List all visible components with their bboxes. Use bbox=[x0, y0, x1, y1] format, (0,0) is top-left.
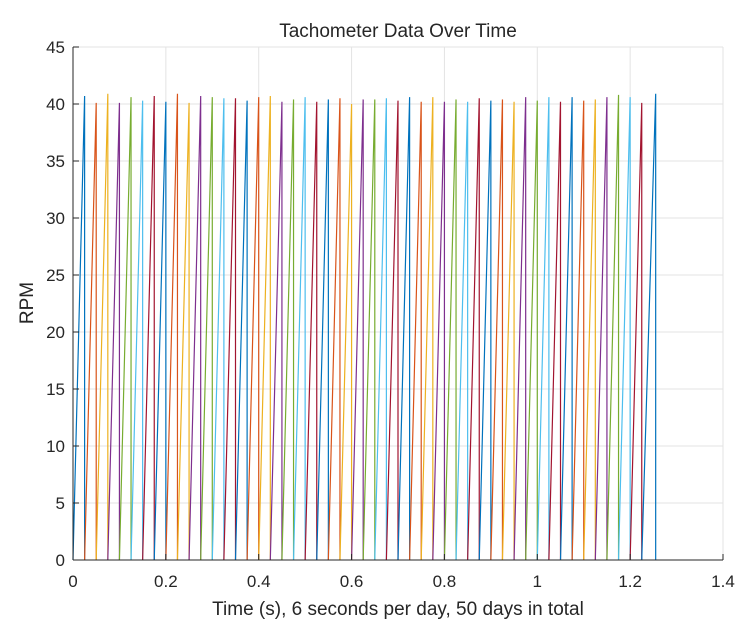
series-line-day-41 bbox=[536, 97, 550, 561]
x-tick-label: 0 bbox=[68, 572, 77, 591]
y-tick-label: 40 bbox=[46, 95, 65, 114]
series-line-day-50 bbox=[641, 93, 657, 561]
series-line-day-25 bbox=[350, 99, 364, 561]
series-line-day-19 bbox=[281, 99, 295, 561]
series-line-day-14 bbox=[223, 98, 237, 561]
y-tick-label: 25 bbox=[46, 266, 65, 285]
x-tick-label: 0.2 bbox=[154, 572, 178, 591]
series-line-day-38 bbox=[501, 101, 515, 561]
series-line-day-48 bbox=[617, 97, 631, 561]
series-line-day-8 bbox=[153, 101, 167, 561]
series-line-day-22 bbox=[316, 99, 329, 561]
series-line-day-26 bbox=[362, 99, 376, 561]
series-line-day-16 bbox=[246, 97, 260, 561]
series-line-day-2 bbox=[84, 102, 97, 561]
series-line-day-44 bbox=[571, 100, 585, 561]
series-line-day-7 bbox=[142, 96, 155, 561]
series-line-day-27 bbox=[374, 98, 387, 561]
x-tick-label: 1.2 bbox=[618, 572, 642, 591]
series-layer bbox=[72, 93, 657, 561]
series-line-day-29 bbox=[397, 97, 411, 561]
x-tick-label: 0.4 bbox=[247, 572, 271, 591]
x-tick-label: 0.6 bbox=[340, 572, 364, 591]
series-line-day-1 bbox=[72, 96, 86, 561]
series-line-day-33 bbox=[443, 99, 457, 561]
series-line-day-32 bbox=[432, 101, 446, 561]
series-line-day-13 bbox=[211, 98, 225, 561]
y-axis-title: RPM bbox=[17, 282, 38, 324]
series-line-day-45 bbox=[583, 99, 596, 561]
y-tick-label: 35 bbox=[46, 152, 65, 171]
series-line-day-39 bbox=[513, 97, 527, 561]
series-line-day-34 bbox=[455, 101, 469, 561]
series-line-day-36 bbox=[478, 100, 492, 561]
chart-title: Tachometer Data Over Time bbox=[279, 21, 517, 42]
axes-layer bbox=[72, 46, 724, 561]
y-tick-label: 10 bbox=[46, 437, 65, 456]
series-line-day-37 bbox=[490, 99, 504, 561]
x-tick-label: 1 bbox=[533, 572, 542, 591]
x-axis-title: Time (s), 6 seconds per day, 50 days in … bbox=[212, 599, 584, 620]
y-tick-label: 0 bbox=[56, 551, 65, 570]
series-line-day-15 bbox=[234, 100, 248, 561]
series-line-day-12 bbox=[200, 97, 213, 561]
series-line-day-31 bbox=[420, 97, 434, 561]
y-tick-label: 15 bbox=[46, 380, 65, 399]
series-line-day-35 bbox=[467, 98, 480, 561]
series-line-day-23 bbox=[327, 98, 341, 561]
y-tick-label: 5 bbox=[56, 494, 65, 513]
series-line-day-10 bbox=[176, 102, 190, 561]
series-line-day-30 bbox=[409, 101, 422, 561]
series-line-day-17 bbox=[258, 96, 271, 561]
series-line-day-9 bbox=[165, 93, 179, 561]
series-line-day-47 bbox=[606, 94, 620, 561]
series-line-day-21 bbox=[304, 101, 318, 561]
series-line-day-18 bbox=[269, 101, 283, 561]
x-tick-label: 1.4 bbox=[711, 572, 735, 591]
series-line-day-28 bbox=[385, 100, 399, 561]
series-line-day-40 bbox=[525, 100, 538, 561]
series-line-day-6 bbox=[130, 100, 144, 561]
x-tick-label: 0.8 bbox=[433, 572, 457, 591]
y-tick-label: 45 bbox=[46, 38, 65, 57]
series-line-day-5 bbox=[118, 97, 132, 561]
y-tick-label: 30 bbox=[46, 209, 65, 228]
series-line-day-4 bbox=[107, 102, 121, 561]
series-line-day-24 bbox=[339, 103, 353, 561]
series-line-day-20 bbox=[292, 97, 306, 561]
series-line-day-43 bbox=[559, 97, 573, 561]
series-line-day-11 bbox=[188, 96, 202, 561]
series-line-day-49 bbox=[629, 102, 643, 561]
series-line-day-42 bbox=[548, 101, 562, 561]
y-tick-label: 20 bbox=[46, 323, 65, 342]
series-line-day-46 bbox=[594, 97, 608, 561]
series-line-day-3 bbox=[95, 93, 109, 561]
tick-labels: 0 0.2 0.4 0.6 0.8 1 1.2 1.4 0 5 10 15 20 25 30 35 40 45 bbox=[46, 38, 735, 591]
